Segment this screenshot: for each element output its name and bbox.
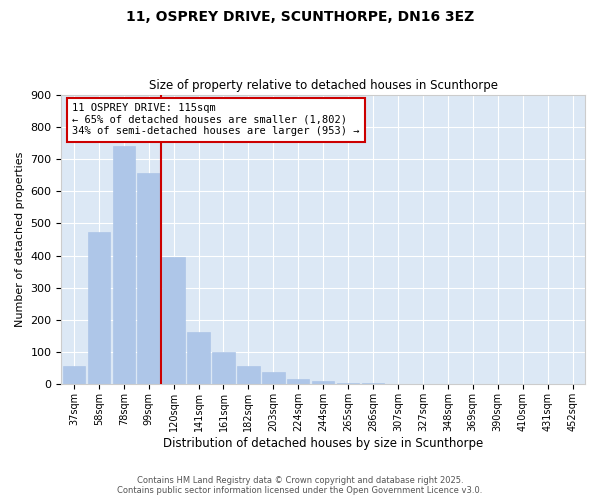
Bar [237,366,260,384]
Bar [62,366,85,384]
X-axis label: Distribution of detached houses by size in Scunthorpe: Distribution of detached houses by size … [163,437,484,450]
Bar [88,232,110,384]
Bar [113,146,135,384]
Bar [137,173,160,384]
Bar [287,378,310,384]
Bar [163,256,185,384]
Title: Size of property relative to detached houses in Scunthorpe: Size of property relative to detached ho… [149,79,498,92]
Bar [262,372,284,384]
Y-axis label: Number of detached properties: Number of detached properties [15,152,25,327]
Text: 11 OSPREY DRIVE: 115sqm
← 65% of detached houses are smaller (1,802)
34% of semi: 11 OSPREY DRIVE: 115sqm ← 65% of detache… [72,104,359,136]
Text: 11, OSPREY DRIVE, SCUNTHORPE, DN16 3EZ: 11, OSPREY DRIVE, SCUNTHORPE, DN16 3EZ [126,10,474,24]
Bar [337,383,359,384]
Bar [312,381,334,384]
Bar [212,352,235,384]
Bar [187,332,210,384]
Text: Contains HM Land Registry data © Crown copyright and database right 2025.
Contai: Contains HM Land Registry data © Crown c… [118,476,482,495]
